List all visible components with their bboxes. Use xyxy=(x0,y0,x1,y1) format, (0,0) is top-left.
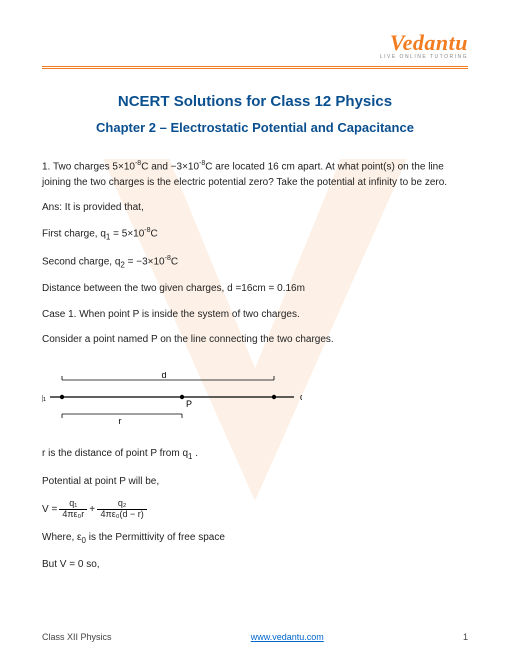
footer-link[interactable]: www.vedantu.com xyxy=(251,632,324,642)
logo-name: Vedantu xyxy=(380,30,468,56)
first-charge: First charge, q1 = 5×10-8C xyxy=(42,226,468,244)
diagram-p-label: P xyxy=(186,399,192,409)
diagram-r-label: r xyxy=(119,416,122,426)
brand-logo: Vedantu LIVE ONLINE TUTORING xyxy=(380,30,468,60)
title-block: NCERT Solutions for Class 12 Physics Cha… xyxy=(42,93,468,135)
footer: Class XII Physics www.vedantu.com 1 xyxy=(42,632,468,642)
consider-line: Consider a point named P on the line con… xyxy=(42,332,468,348)
r-definition: r is the distance of point P from q1 . xyxy=(42,446,468,463)
potential-formula: V = q₁ 4πε₀r + q₂ 4πε₀(d − r) xyxy=(42,499,468,520)
question-1: 1. Two charges 5×10-8C and −3×10-8C are … xyxy=(42,159,468,190)
distance-line: Distance between the two given charges, … xyxy=(42,281,468,297)
footer-left: Class XII Physics xyxy=(42,632,112,642)
second-charge: Second charge, q2 = −3×10-8C xyxy=(42,254,468,272)
page-title-1: NCERT Solutions for Class 12 Physics xyxy=(42,93,468,110)
header: Vedantu LIVE ONLINE TUTORING xyxy=(42,30,468,63)
potential-label: Potential at point P will be, xyxy=(42,474,468,490)
diagram-q1-label: q₁ xyxy=(42,392,46,402)
case-1: Case 1. When point P is inside the syste… xyxy=(42,307,468,323)
header-rule xyxy=(42,66,468,69)
diagram-d-label: d xyxy=(161,372,166,380)
page-container: Vedantu LIVE ONLINE TUTORING NCERT Solut… xyxy=(0,0,510,660)
but-line: But V = 0 so, xyxy=(42,557,468,573)
where-line: Where, ε0 is the Permittivity of free sp… xyxy=(42,530,468,547)
diagram-q2-label: q₂ xyxy=(300,392,302,402)
logo-tagline: LIVE ONLINE TUTORING xyxy=(380,54,468,60)
body-content: 1. Two charges 5×10-8C and −3×10-8C are … xyxy=(42,159,468,573)
answer-label: Ans: It is provided that, xyxy=(42,200,468,216)
page-title-2: Chapter 2 – Electrostatic Potential and … xyxy=(42,120,468,135)
page-number: 1 xyxy=(463,632,468,642)
charges-diagram: d q₁ q₂ P r xyxy=(42,372,302,427)
